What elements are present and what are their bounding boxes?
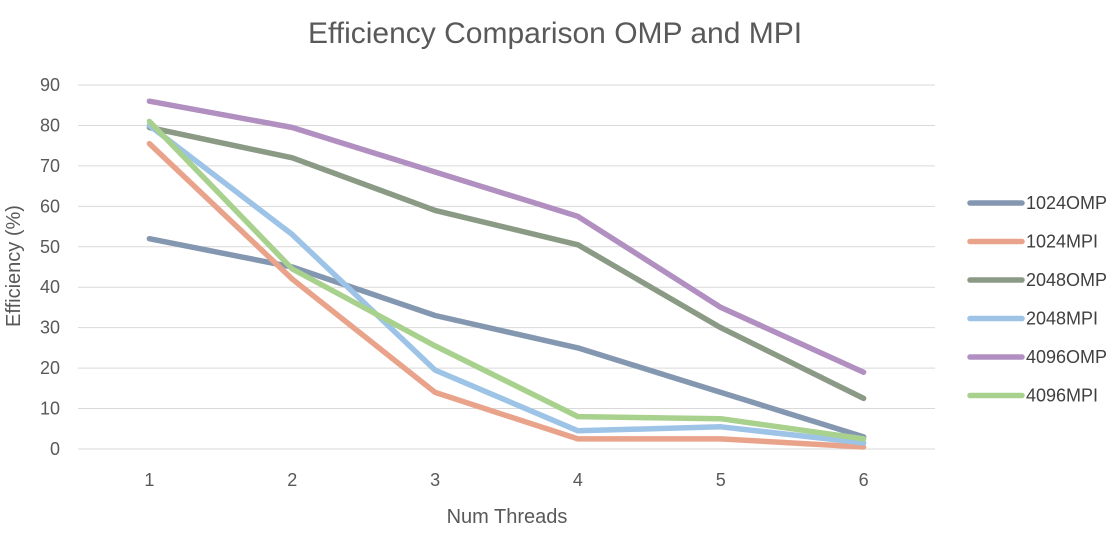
y-tick-label: 90	[40, 75, 60, 95]
y-tick-label: 0	[50, 439, 60, 459]
y-axis-title: Efficiency (%)	[3, 205, 25, 327]
legend-label-2048OMP: 2048OMP	[1026, 270, 1107, 290]
x-tick-label: 1	[144, 470, 154, 490]
x-tick-label: 4	[573, 470, 583, 490]
y-tick-label: 30	[40, 318, 60, 338]
x-tick-label: 2	[287, 470, 297, 490]
series-line-1024OMP	[146, 235, 867, 440]
legend-label-2048MPI: 2048MPI	[1026, 309, 1098, 329]
y-tick-label: 60	[40, 196, 60, 216]
legend-label-4096MPI: 4096MPI	[1026, 386, 1098, 406]
legend-label-1024MPI: 1024MPI	[1026, 232, 1098, 252]
series-line-1024MPI	[146, 140, 867, 450]
x-axis-title: Num Threads	[447, 506, 568, 528]
y-tick-label: 20	[40, 358, 60, 378]
legend-label-4096OMP: 4096OMP	[1026, 347, 1107, 367]
legend: 1024OMP 1024MPI 2048OMP 2048MPI 4096OMP 4096M…	[967, 193, 1107, 406]
x-tick-label: 3	[430, 470, 440, 490]
y-tick-label: 50	[40, 237, 60, 257]
x-tick-label: 6	[859, 470, 869, 490]
chart-title: Efficiency Comparison OMP and MPI	[308, 17, 802, 50]
x-tick-label: 5	[716, 470, 726, 490]
series-line-4096OMP	[146, 98, 867, 375]
series-line-2048OMP	[146, 124, 867, 402]
y-tick-label: 70	[40, 156, 60, 176]
series-line-2048MPI	[146, 122, 867, 446]
legend-label-1024OMP: 1024OMP	[1026, 193, 1107, 213]
axes: 0 10 20 30 40 50 60 70 80 90 1 2 3 4 5 6	[40, 75, 935, 490]
y-tick-label: 40	[40, 277, 60, 297]
y-tick-label: 80	[40, 115, 60, 135]
series-lines	[146, 98, 867, 450]
grid-lines	[78, 84, 935, 410]
series-line-4096MPI	[146, 118, 867, 442]
y-tick-label: 10	[40, 399, 60, 419]
